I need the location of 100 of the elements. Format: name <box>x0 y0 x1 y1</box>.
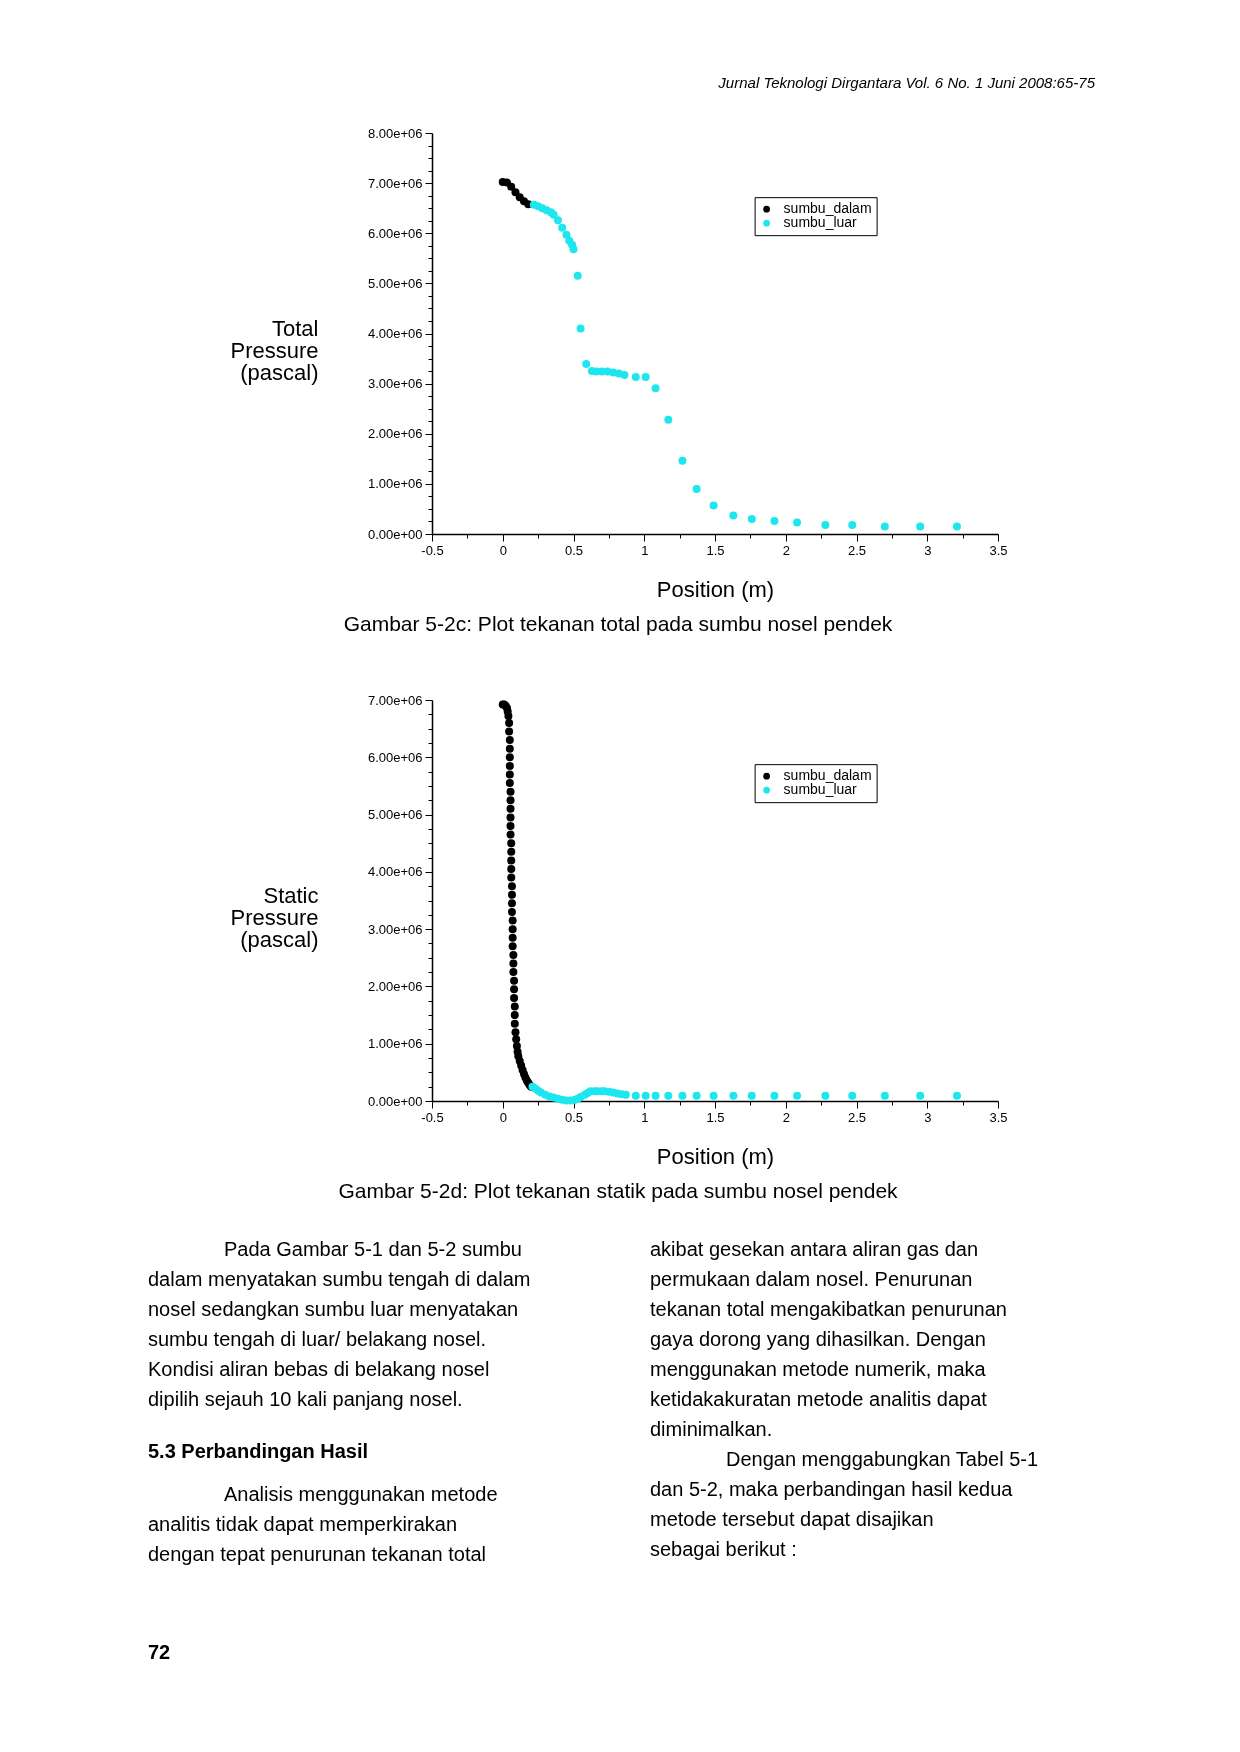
point <box>569 245 578 254</box>
point <box>664 415 673 424</box>
text: Dengan menggabungkan Tabel 5-1 dan 5-2, maka perbandingan hasil kedua metode tersebut dapat disajikan sebagai berikut : <box>650 1448 1039 1560</box>
point <box>821 520 830 529</box>
point <box>507 873 516 882</box>
point <box>747 1091 756 1100</box>
point <box>504 712 513 721</box>
point <box>952 1091 961 1100</box>
point <box>729 511 738 520</box>
x-tick-label: 3 <box>924 1109 932 1125</box>
point <box>631 1091 640 1100</box>
x-tick-label: 3.5 <box>989 1109 1008 1125</box>
point <box>793 518 802 527</box>
x-tick-label: 0.5 <box>564 542 584 558</box>
point <box>506 830 515 839</box>
y-axis-title: Total Pressure (pascal) <box>230 316 319 386</box>
point <box>510 1011 519 1020</box>
y-tick-label: 1.00e+06 <box>367 1036 423 1052</box>
x-tick-label: 1.5 <box>706 1109 725 1125</box>
y-tick-label: 3.00e+06 <box>367 921 423 937</box>
y-tick-label: 7.00e+06 <box>367 692 423 708</box>
point <box>620 371 629 380</box>
x-tick-label: 2.5 <box>847 1109 867 1125</box>
point <box>880 522 889 531</box>
point <box>506 796 515 805</box>
point <box>507 856 516 865</box>
legend-label: sumbu_luar <box>783 214 858 231</box>
point <box>506 787 515 796</box>
point <box>747 514 756 523</box>
text: Gambar 5-2d: Plot tekanan statik pada sumbu nosel pendek <box>338 1179 899 1202</box>
x-tick-label: 2 <box>782 542 790 558</box>
point <box>582 360 591 369</box>
point <box>709 501 718 510</box>
y-tick-label: 6.00e+06 <box>367 225 423 241</box>
y-tick-label: 2.00e+06 <box>367 978 423 994</box>
x-tick-label: 0.5 <box>564 1109 584 1125</box>
point <box>573 271 582 280</box>
y-tick-label: 0.00e+00 <box>367 1093 423 1109</box>
point <box>692 1091 701 1100</box>
y-tick-label: 7.00e+06 <box>367 175 423 191</box>
point <box>505 770 514 779</box>
point <box>506 813 515 822</box>
x-tick-label: 0 <box>499 542 507 558</box>
point <box>558 223 567 232</box>
x-axis-title: Position (m) <box>656 1143 775 1169</box>
text: Gambar 5-2c: Plot tekanan total pada sumbu nosel pendek <box>343 612 893 635</box>
y-tick-label: 6.00e+06 <box>367 749 423 765</box>
y-tick-label: 1.00e+06 <box>367 476 423 492</box>
point <box>651 384 660 393</box>
point <box>507 890 516 899</box>
point <box>848 520 857 529</box>
point <box>553 216 562 225</box>
x-tick-label: -0.5 <box>421 542 444 558</box>
x-tick-label: -0.5 <box>421 1109 444 1125</box>
point <box>508 925 517 934</box>
point <box>770 516 779 525</box>
point <box>507 865 516 873</box>
y-axis-title: Static Pressure (pascal) <box>230 883 319 953</box>
text: 72 <box>148 1641 171 1663</box>
y-tick-label: 4.00e+06 <box>367 326 423 341</box>
x-tick-label: 0 <box>499 1109 507 1125</box>
point <box>505 779 514 788</box>
text: Jurnal Teknologi Dirgantara Vol. 6 No. 1 Juni 2008:65-75 <box>717 74 1096 91</box>
point <box>510 1019 519 1028</box>
x-tick-label: 1.5 <box>706 542 725 558</box>
x-tick-label: 2 <box>782 1109 790 1125</box>
legend-label: sumbu_dalam <box>783 767 872 784</box>
x-tick-label: 1 <box>641 1109 649 1125</box>
text: 5.3 Perbandingan Hasil <box>148 1440 369 1462</box>
point <box>508 942 517 951</box>
point <box>509 959 518 968</box>
point <box>506 822 515 831</box>
point <box>916 1091 925 1100</box>
point <box>729 1091 738 1100</box>
point <box>880 1091 889 1100</box>
x-tick-label: 1 <box>641 542 649 558</box>
point <box>505 761 514 770</box>
legend-label: sumbu_luar <box>783 781 858 798</box>
point <box>509 950 518 959</box>
point <box>511 188 520 197</box>
y-tick-label: 5.00e+06 <box>367 275 423 291</box>
point <box>507 847 516 856</box>
point <box>793 1091 802 1100</box>
point <box>507 899 516 908</box>
point <box>505 736 514 745</box>
point <box>505 727 514 736</box>
point <box>576 324 585 333</box>
point <box>678 1091 687 1100</box>
point <box>510 985 519 994</box>
point <box>709 1091 718 1100</box>
text: Pada Gambar 5-1 dan 5-2 sumbu dalam menyatakan sumbu tengah di dalam nosel sedangkan sumbu luar menyatakan sumbu tengah di luar/ belakang nosel. Kondisi aliran bebas di belakang nosel dipilih sejauh 10 kali panjang nosel. <box>148 1238 531 1410</box>
point <box>952 522 961 531</box>
point <box>916 522 925 531</box>
x-tick-label: 3.5 <box>989 542 1008 558</box>
point <box>848 1091 857 1100</box>
y-tick-label: 4.00e+06 <box>367 864 423 880</box>
point <box>507 182 516 191</box>
text: Analisis menggunakan metode analitis tidak dapat memperkirakan dengan tepat penurunan tekanan total <box>148 1483 498 1565</box>
x-tick-label: 2.5 <box>847 542 867 558</box>
x-axis-title: Position (m) <box>656 576 775 602</box>
